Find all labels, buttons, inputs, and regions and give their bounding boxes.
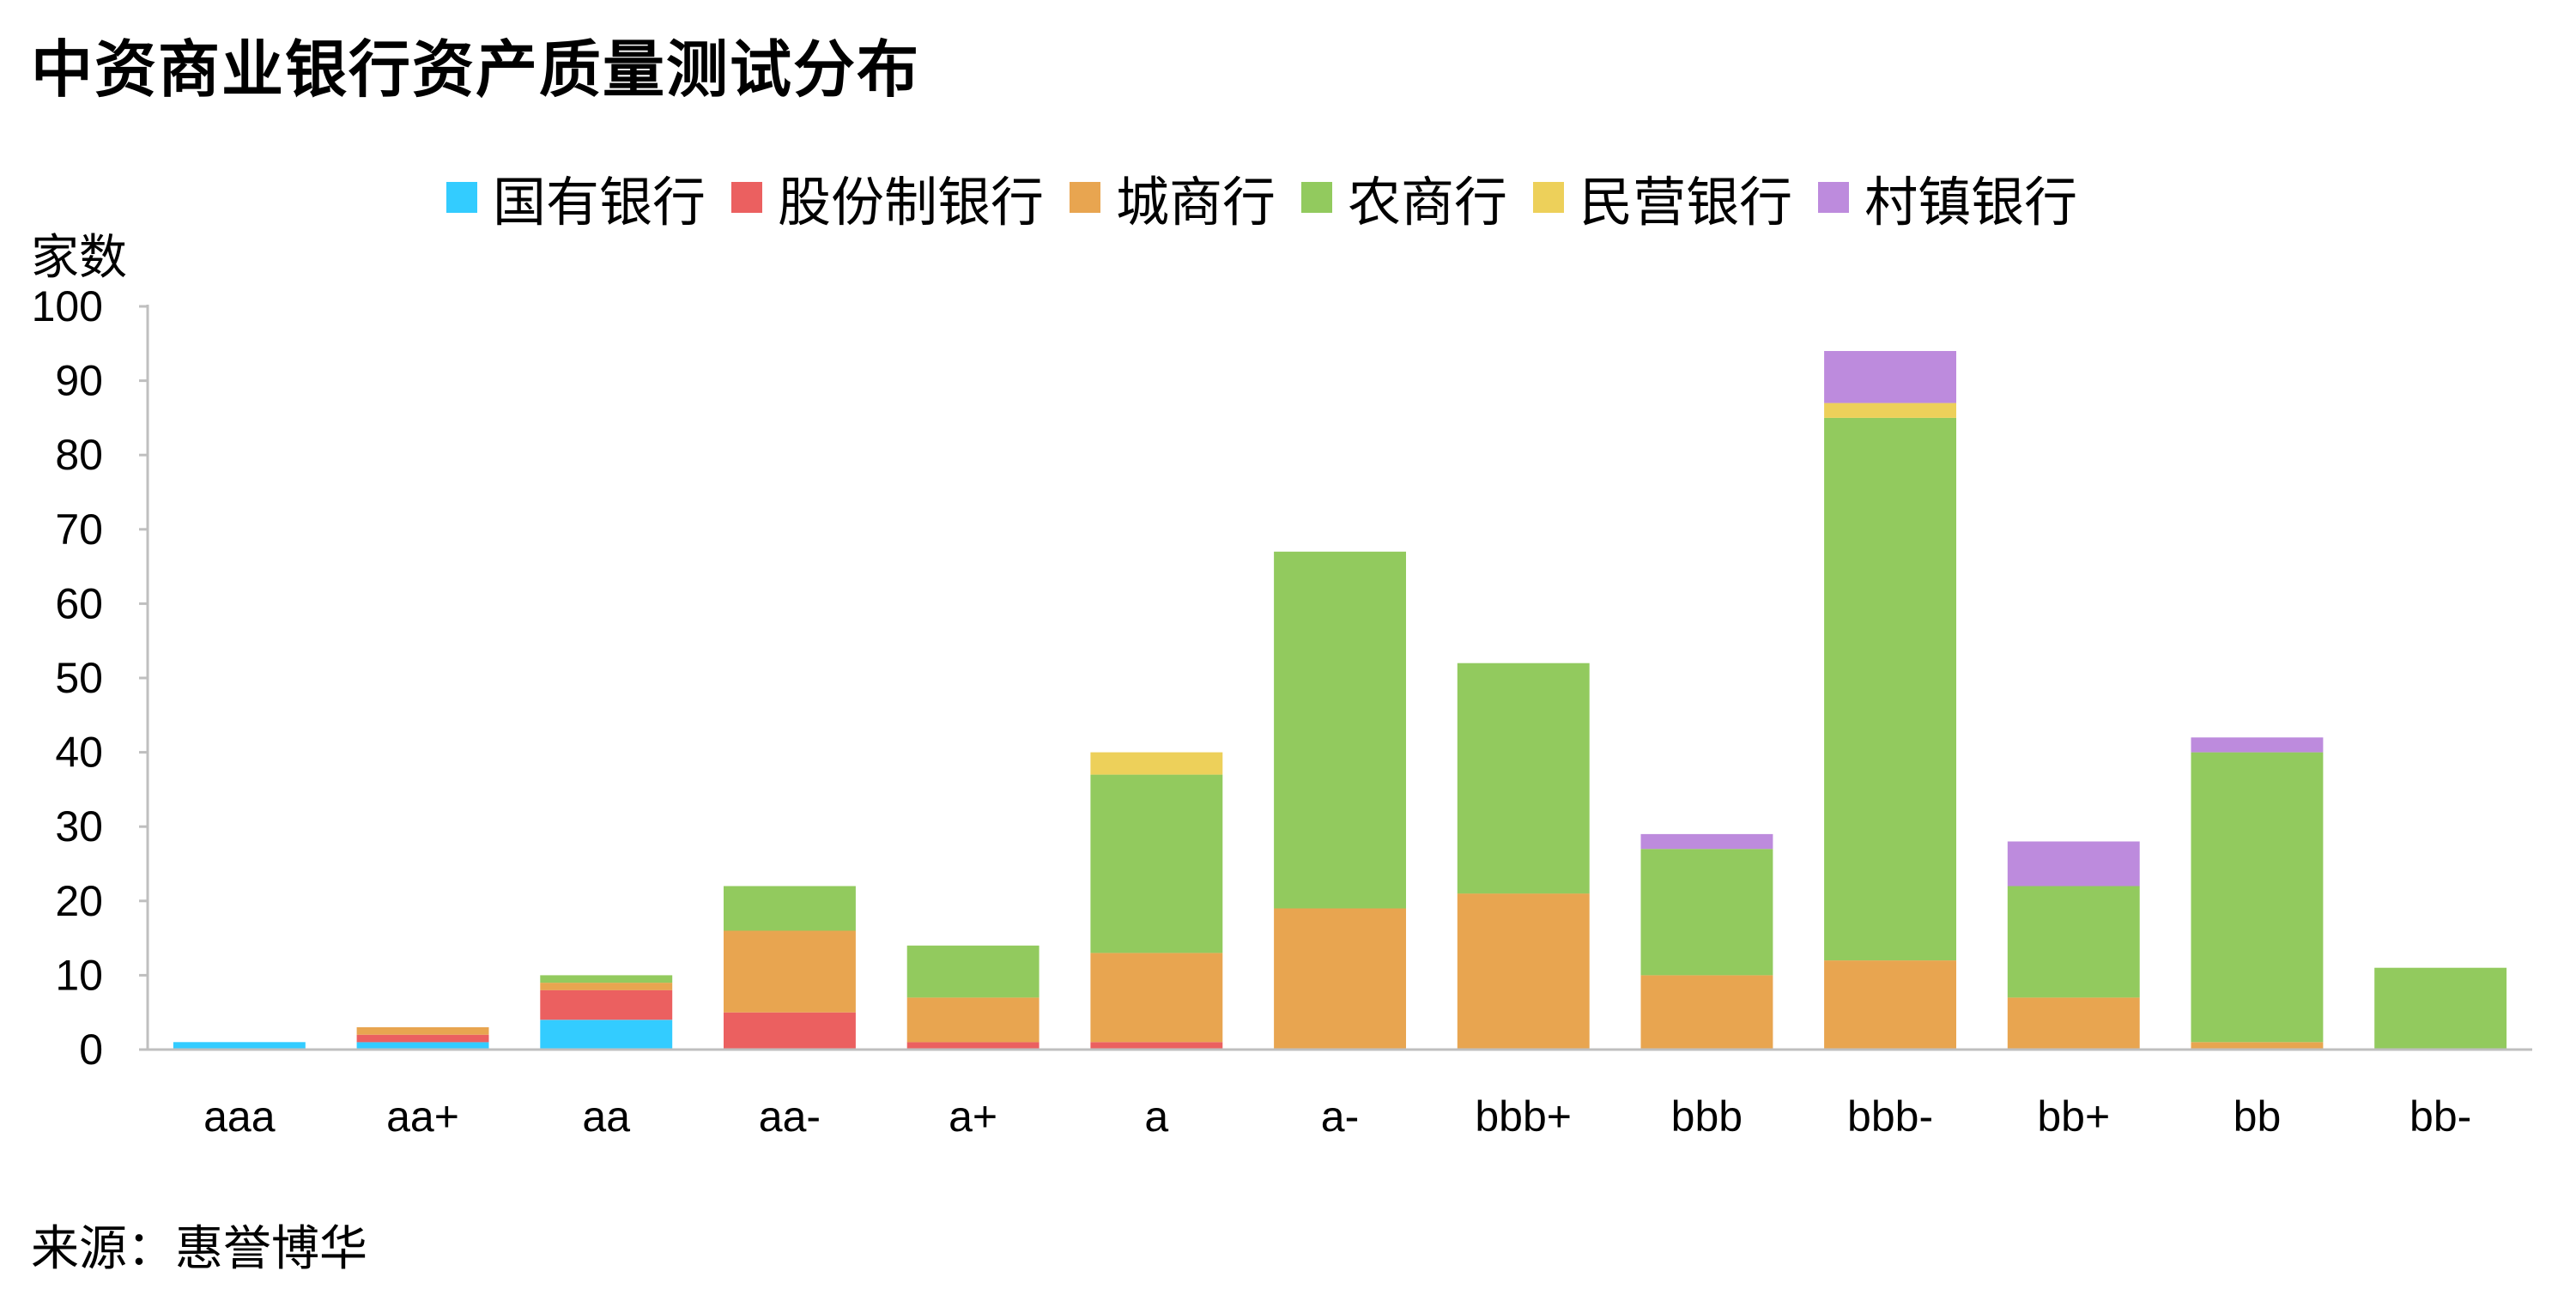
bar-segment-a-2 [1090, 953, 1223, 1043]
x-axis: aaa aa+ aa aa-a+ a a-bbb+ bbb bbb-bb+ bb bb- [148, 1048, 2532, 1141]
x-tick-label: bbb [1671, 1092, 1743, 1141]
bar-segment-bbb+-2 [1457, 893, 1590, 1050]
legend-item: 国有银行 [446, 159, 706, 236]
legend-swatch [446, 182, 477, 213]
y-tick-label: 90 [55, 357, 103, 405]
legend-swatch [1818, 182, 1850, 213]
bar-segment-bbb-2 [1640, 975, 1773, 1050]
legend-label: 国有银行 [493, 171, 706, 233]
page-title: 中资商业银行资产质量测试分布 [31, 33, 921, 106]
bar-segment-bb-5 [2191, 737, 2324, 753]
y-tick-label: 70 [55, 505, 103, 554]
y-tick-label: 100 [32, 282, 103, 330]
y-tick-label: 60 [55, 579, 103, 627]
y-axis: 0 10 20 30 40 50 60 70 80 90 100 [32, 282, 149, 1074]
chart-legend: 国有银行 股份制银行 城商行 农商行 民营银行 村镇银行 [446, 163, 2103, 233]
bar-segment-aa-2 [540, 983, 673, 990]
bar-segment-aa--3 [724, 886, 856, 931]
bar-segment-aa-1 [540, 989, 673, 1020]
bar-segment-aa+-1 [356, 1034, 489, 1043]
legend-item: 村镇银行 [1818, 159, 2077, 236]
y-tick-label: 0 [79, 1026, 103, 1074]
legend-label: 村镇银行 [1864, 171, 2078, 233]
x-tick-label: aaa [203, 1092, 276, 1141]
x-tick-label: a [1144, 1092, 1168, 1141]
y-tick-label: 20 [55, 877, 103, 925]
bar-segment-a+-1 [906, 1042, 1039, 1050]
bar-segment-a+-2 [906, 997, 1039, 1043]
legend-label: 城商行 [1116, 171, 1276, 233]
x-tick-label: aa+ [386, 1092, 459, 1141]
legend-item: 农商行 [1301, 159, 1507, 236]
bar-segment-bbb-5 [1640, 833, 1773, 850]
bar-segment-aa--1 [724, 1012, 856, 1050]
y-axis-unit-label: 家数 [31, 230, 127, 286]
legend-label: 农商行 [1348, 171, 1508, 233]
bar-segment-a-1 [1090, 1042, 1223, 1050]
legend-item: 民营银行 [1533, 159, 1792, 236]
bar-segment-bb-3 [2191, 752, 2324, 1043]
bar-segment-bb+-2 [2007, 997, 2140, 1050]
bar-segment-bbb+-3 [1457, 663, 1590, 894]
legend-item: 股份制银行 [731, 159, 1044, 236]
legend-swatch [1301, 182, 1333, 213]
legend-item: 城商行 [1070, 159, 1276, 236]
x-tick-label: a- [1321, 1092, 1359, 1141]
y-tick-label: 50 [55, 654, 103, 702]
legend-swatch [731, 182, 763, 213]
bar-segment-aa+-0 [356, 1042, 489, 1050]
x-tick-label: bbb- [1847, 1092, 1933, 1141]
bar-segment-bbb--2 [1824, 960, 1956, 1050]
x-tick-label: bb- [2409, 1092, 2471, 1141]
y-tick-label: 80 [55, 431, 103, 479]
legend-swatch [1070, 182, 1101, 213]
y-tick-label: 40 [55, 729, 103, 777]
x-tick-label: bb+ [2037, 1092, 2110, 1141]
bar-segment-bbb--3 [1824, 417, 1956, 961]
bar-segment-a-4 [1090, 752, 1223, 775]
bar-segment-bbb--4 [1824, 402, 1956, 418]
bar-segment-aa--2 [724, 930, 856, 1013]
bar-segment-aa-3 [540, 975, 673, 983]
bar-segment-bb-2 [2191, 1042, 2324, 1050]
bar-segment-bb+-3 [2007, 886, 2140, 998]
bar-segment-bbb--5 [1824, 351, 1956, 403]
bar-segment-bbb-3 [1640, 849, 1773, 976]
x-tick-label: aa- [759, 1092, 821, 1141]
bar-segment-a--3 [1274, 551, 1406, 909]
x-tick-label: aa [582, 1092, 630, 1141]
bar-segment-bb+-5 [2007, 841, 2140, 887]
bar-segment-aa+-2 [356, 1027, 489, 1035]
bar-segment-a-3 [1090, 774, 1223, 953]
x-tick-label: bbb+ [1475, 1092, 1572, 1141]
x-tick-label: a+ [949, 1092, 997, 1141]
y-tick-label: 10 [55, 951, 103, 999]
bar-segment-a--2 [1274, 908, 1406, 1050]
bar-segment-aa-0 [540, 1020, 673, 1050]
bar-segment-a+-3 [906, 945, 1039, 998]
bar-segment-aaa-0 [173, 1042, 306, 1050]
bar-layer [173, 351, 2507, 1050]
legend-label: 民营银行 [1579, 171, 1793, 233]
legend-swatch [1533, 182, 1565, 213]
x-tick-label: bb [2234, 1092, 2282, 1141]
legend-label: 股份制银行 [778, 171, 1045, 233]
y-tick-label: 30 [55, 802, 103, 850]
source-note: 来源：惠誉博华 [31, 1221, 367, 1277]
bar-segment-bb--3 [2374, 967, 2507, 1050]
